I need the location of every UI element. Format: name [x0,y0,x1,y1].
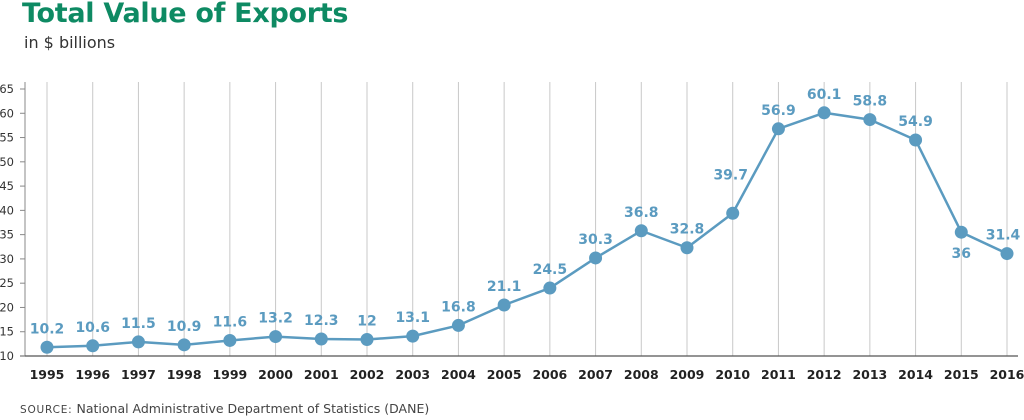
data-label-2007: 30.3 [578,232,613,248]
y-tick-label-50: 50 [0,155,14,169]
chart-title: Total Value of Exports [22,0,349,29]
line-layer [46,111,1008,349]
data-label-2015: 36 [952,246,971,262]
y-tick-label-25: 25 [0,276,14,290]
data-label-1996: 10.6 [75,320,110,336]
data-point-2006 [543,281,557,295]
label-layer: 10.2 10.6 11.5 10.9 11.6 13.2 12.3 12 13.1 16.8 21… [30,87,1021,337]
data-point-2014 [909,133,923,147]
x-tick-label-2001: 2001 [304,367,339,382]
x-tick-label-1996: 1996 [75,367,110,382]
data-point-1997 [131,335,145,349]
data-label-2006: 24.5 [533,262,568,278]
data-point-1999 [223,333,237,347]
data-point-2016 [1000,247,1014,261]
x-tick-label-2007: 2007 [578,367,613,382]
data-label-2012: 60.1 [807,87,842,103]
y-tick-label-35: 35 [0,228,14,242]
data-label-2001: 12.3 [304,313,339,329]
data-label-2008: 36.8 [624,205,659,221]
x-tick-label-2009: 2009 [670,367,705,382]
data-label-2011: 56.9 [761,103,796,119]
x-tick-label-2010: 2010 [715,367,750,382]
x-tick-label-2014: 2014 [898,367,933,382]
y-tick-label-55: 55 [0,131,14,145]
x-tick-label-2013: 2013 [852,367,887,382]
data-label-2000: 13.2 [258,311,293,327]
data-label-2004: 16.8 [441,299,476,315]
y-tick-label-60: 60 [0,106,14,120]
x-tick-label-2005: 2005 [487,367,522,382]
x-tick-label-2000: 2000 [258,367,293,382]
source-note: SOURCE: National Administrative Departme… [20,401,429,416]
x-tick-label-2015: 2015 [944,367,979,382]
data-point-2001 [314,332,328,346]
data-point-2012 [817,106,831,120]
data-point-2013 [863,113,877,127]
data-label-2002: 12 [357,313,376,329]
data-point-2009 [680,241,694,255]
grid-layer [46,82,1008,356]
y-tick-label-20: 20 [0,300,14,314]
x-tick-label-1997: 1997 [121,367,156,382]
y-tick-label-10: 10 [0,349,14,363]
x-tick-label-2011: 2011 [761,367,796,382]
data-label-2009: 32.8 [670,222,705,238]
source-text: National Administrative Department of St… [76,401,430,416]
source-label: SOURCE: [20,404,73,416]
point-layer [40,106,1014,354]
x-tick-label-1998: 1998 [167,367,202,382]
x-tick-label-2003: 2003 [395,367,430,382]
y-tick-label-30: 30 [0,252,14,266]
y-tick-label-15: 15 [0,325,14,339]
data-label-2005: 21.1 [487,279,522,295]
data-point-2011 [771,122,785,136]
data-label-2014: 54.9 [898,114,933,130]
chart-subtitle: in $ billions [24,33,116,52]
data-point-2008 [634,224,648,238]
x-tick-label-2008: 2008 [624,367,659,382]
data-point-2004 [451,318,465,332]
data-point-2007 [589,251,603,265]
data-point-2015 [954,225,968,239]
data-point-1995 [40,340,54,354]
x-tick-label-2006: 2006 [532,367,567,382]
data-point-1996 [86,339,100,353]
y-tick-label-40: 40 [0,203,14,217]
x-tick-label-2004: 2004 [441,367,476,382]
data-label-1997: 11.5 [121,316,156,332]
data-point-1998 [177,338,191,352]
data-label-2010: 39.7 [713,167,748,183]
x-tick-label-1999: 1999 [212,367,247,382]
data-label-2016: 31.4 [986,228,1021,244]
x-tick-label-2002: 2002 [350,367,385,382]
data-label-2003: 13.1 [395,310,430,326]
y-tick-label-45: 45 [0,179,14,193]
axis-layer: 10 15 20 25 30 35 40 45 50 55 60 65 1995 1996 1997 1998… [0,82,1024,382]
data-label-1995: 10.2 [30,321,65,337]
data-label-2013: 58.8 [853,94,888,110]
data-point-2000 [269,330,283,344]
data-point-2002 [360,332,374,346]
data-label-1998: 10.9 [167,319,202,335]
x-tick-label-2016: 2016 [990,367,1024,382]
y-tick-label-65: 65 [0,82,14,96]
data-label-1999: 11.6 [213,314,248,330]
data-point-2005 [497,298,511,312]
x-tick-label-2012: 2012 [807,367,842,382]
series-line [46,111,1008,349]
x-tick-label-1995: 1995 [30,367,65,382]
data-point-2010 [726,206,740,220]
data-point-2003 [406,329,420,343]
